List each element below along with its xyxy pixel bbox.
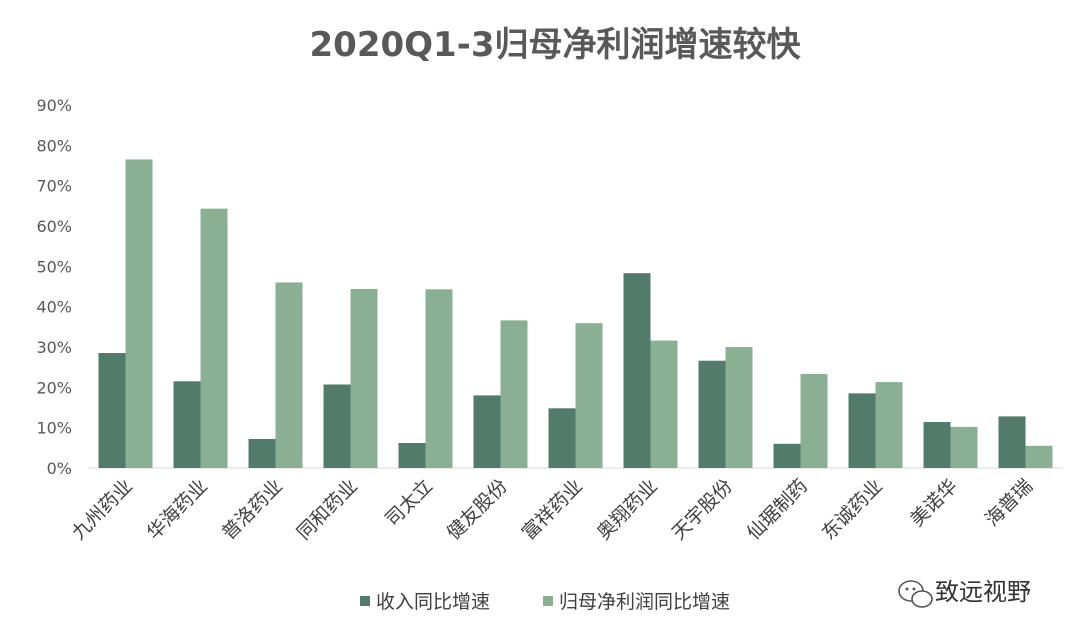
legend-label-revenue: 收入同比增速 <box>376 591 490 613</box>
y-tick-label: 90% <box>36 96 72 115</box>
y-tick-label: 10% <box>36 419 72 438</box>
bar-profit-8 <box>725 347 753 468</box>
x-tick-label: 同和药业 <box>293 475 362 544</box>
x-tick-label: 天宇股份 <box>668 475 737 544</box>
bar-profit-2 <box>275 282 303 468</box>
legend: 收入同比增速 归母净利润同比增速 <box>360 591 730 613</box>
bar-profit-5 <box>500 320 528 468</box>
bar-revenue-5 <box>473 395 501 468</box>
y-tick-label: 80% <box>36 136 72 155</box>
x-tick-label: 仙琚制药 <box>743 475 812 544</box>
x-tick-label: 健友股份 <box>443 475 512 544</box>
bar-profit-4 <box>425 289 453 468</box>
bar-profit-9 <box>800 374 828 468</box>
y-tick-label: 0% <box>47 459 72 478</box>
bar-profit-0 <box>125 159 153 468</box>
legend-swatch-revenue <box>360 596 370 606</box>
bar-revenue-2 <box>248 438 276 468</box>
bar-profit-10 <box>875 382 903 468</box>
y-tick-label: 40% <box>36 298 72 317</box>
bar-profit-7 <box>650 340 678 468</box>
y-tick-label: 50% <box>36 257 72 276</box>
x-tick-label: 富祥药业 <box>518 475 587 544</box>
bar-profit-12 <box>1025 445 1053 468</box>
watermark-text: 致远视野 <box>935 578 1031 606</box>
watermark: 致远视野 <box>898 578 1031 608</box>
y-tick-label: 60% <box>36 217 72 236</box>
x-tick-label: 司太立 <box>381 475 437 531</box>
x-tick-label: 东诚药业 <box>818 475 887 544</box>
bar-profit-11 <box>950 426 978 468</box>
x-tick-label: 美诺华 <box>906 475 962 531</box>
bar-revenue-11 <box>923 422 951 468</box>
bar-revenue-0 <box>98 353 126 468</box>
bar-profit-3 <box>350 288 378 468</box>
bar-revenue-7 <box>623 273 651 468</box>
y-tick-label: 70% <box>36 177 72 196</box>
x-tick-label: 普洛药业 <box>218 475 287 544</box>
x-tick-label: 海普瑞 <box>981 475 1037 531</box>
x-tick-label: 九州药业 <box>68 475 137 544</box>
bar-revenue-10 <box>848 393 876 468</box>
bar-revenue-8 <box>698 360 726 468</box>
x-axis: 九州药业 华海药业 普洛药业 同和药业 司太立 健友股份 富祥药业 奥翔药业 天宇股份 仙琚制药东… <box>68 475 1037 544</box>
y-tick-label: 20% <box>36 378 72 397</box>
bar-revenue-1 <box>173 381 201 468</box>
bar-revenue-3 <box>323 384 351 468</box>
bar-revenue-9 <box>773 443 801 468</box>
y-axis: 0% 10% 20% 30% 40% 50% 60% 70% 80% 90% <box>36 96 72 478</box>
x-tick-label: 华海药业 <box>143 475 212 544</box>
legend-label-profit: 归母净利润同比增速 <box>559 591 730 613</box>
bar-revenue-6 <box>548 408 576 468</box>
x-tick-label: 奥翔药业 <box>593 475 662 544</box>
bars <box>98 159 1053 468</box>
bar-revenue-12 <box>998 416 1026 468</box>
y-tick-label: 30% <box>36 338 72 357</box>
bar-profit-6 <box>575 323 603 468</box>
wechat-icon <box>898 580 933 608</box>
chart-title: 2020Q1-3归母净利润增速较快 <box>310 25 802 65</box>
bar-revenue-4 <box>398 442 426 468</box>
legend-swatch-profit <box>543 596 553 606</box>
bar-profit-1 <box>200 208 228 468</box>
